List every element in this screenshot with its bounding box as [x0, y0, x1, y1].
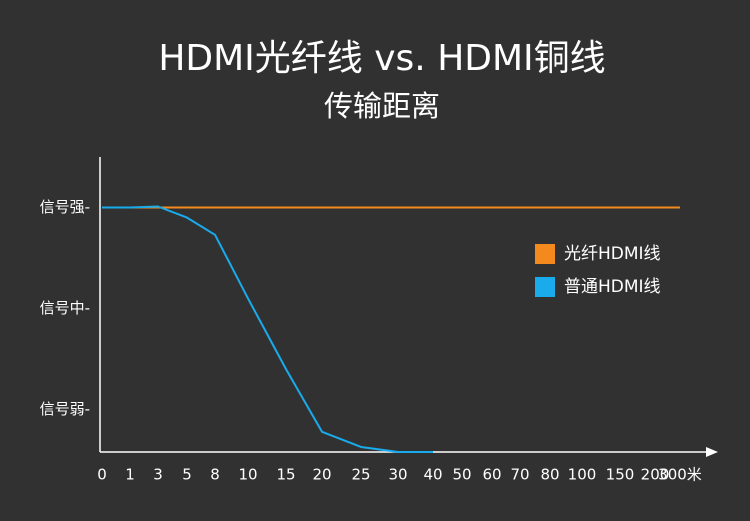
- x-tick-label: 0: [97, 466, 107, 484]
- x-tick-label: 100: [568, 466, 597, 484]
- legend-swatch: [535, 277, 555, 297]
- legend-label: 普通HDMI线: [564, 277, 661, 297]
- x-tick-label: 200: [641, 466, 670, 484]
- x-tick-label: 150: [606, 466, 635, 484]
- x-tick-label: 300米: [658, 466, 702, 484]
- x-tick-label: 25: [351, 466, 370, 484]
- chart-title: HDMI光纤线 vs. HDMI铜线: [158, 38, 605, 79]
- legend-swatch: [535, 244, 555, 264]
- legend-label: 光纤HDMI线: [564, 244, 661, 264]
- x-tick-label: 70: [510, 466, 529, 484]
- x-tick-label: 8: [210, 466, 220, 484]
- x-tick-label: 60: [482, 466, 501, 484]
- y-tick-label: 信号弱-: [40, 400, 90, 418]
- x-tick-label: 40: [423, 466, 442, 484]
- x-tick-label: 5: [182, 466, 192, 484]
- x-tick-label: 80: [540, 466, 559, 484]
- x-tick-label: 10: [238, 466, 257, 484]
- x-tick-label: 20: [312, 466, 331, 484]
- x-tick-label: 3: [153, 466, 163, 484]
- x-tick-label: 30: [388, 466, 407, 484]
- y-tick-label: 信号中-: [40, 299, 90, 317]
- x-tick-label: 15: [276, 466, 295, 484]
- x-axis-arrow: [706, 447, 718, 457]
- line: [102, 205, 433, 453]
- y-tick-label: 信号强-: [40, 198, 90, 216]
- chart-subtitle: 传输距离: [324, 89, 440, 123]
- x-tick-label: 1: [125, 466, 135, 484]
- x-tick-label: 50: [452, 466, 471, 484]
